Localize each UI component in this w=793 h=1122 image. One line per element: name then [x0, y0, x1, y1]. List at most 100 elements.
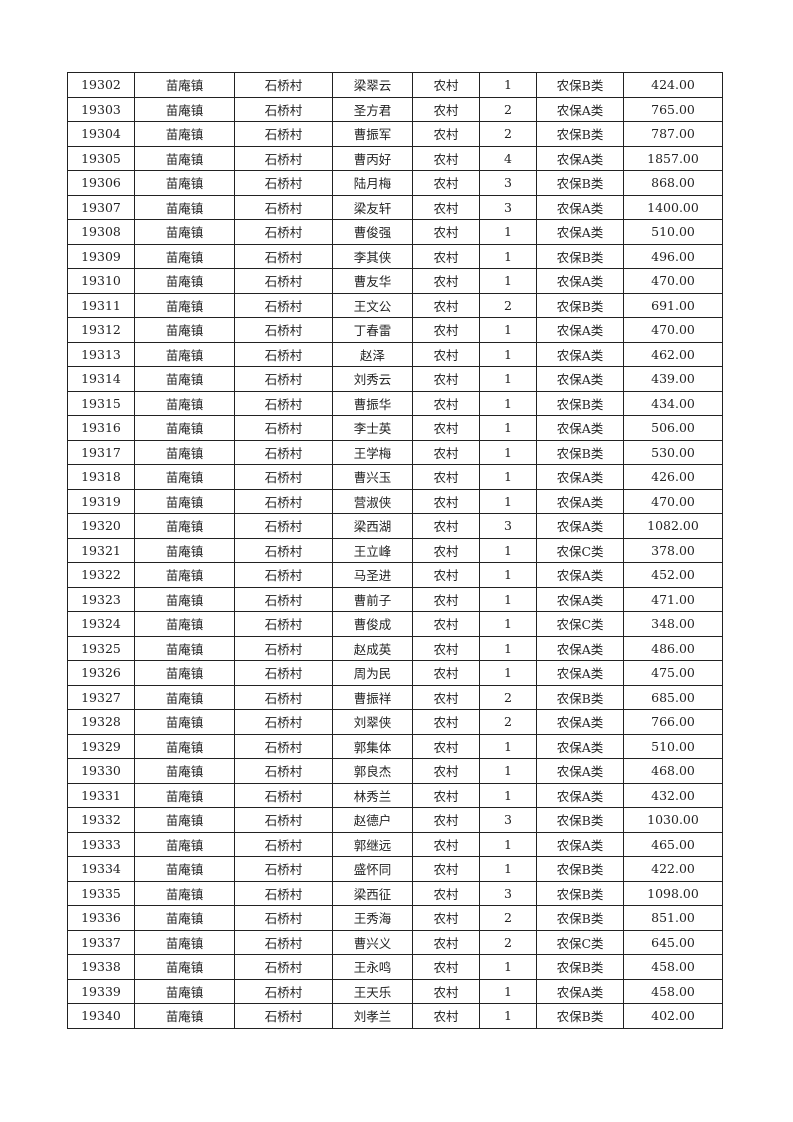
person-name-cell: 刘孝兰	[332, 1003, 413, 1029]
member-count-cell: 2	[479, 684, 537, 710]
person-name-cell: 李士英	[332, 415, 413, 441]
person-name-cell: 王学梅	[332, 439, 413, 465]
household-type-cell: 农村	[412, 660, 480, 686]
person-name-cell: 曹振华	[332, 390, 413, 416]
town-cell: 苗庵镇	[134, 929, 235, 955]
village-cell: 石桥村	[234, 684, 333, 710]
town-cell: 苗庵镇	[134, 415, 235, 441]
household-type-cell: 农村	[412, 268, 480, 294]
household-type-cell: 农村	[412, 733, 480, 759]
person-name-cell: 营淑侠	[332, 488, 413, 514]
record-id-cell: 19317	[67, 439, 135, 465]
table-row: 19315 苗庵镇 石桥村 曹振华 农村 1 农保B类 434.00	[67, 390, 723, 416]
household-type-cell: 农村	[412, 929, 480, 955]
household-type-cell: 农村	[412, 415, 480, 441]
village-cell: 石桥村	[234, 170, 333, 196]
person-name-cell: 曹前子	[332, 586, 413, 612]
member-count-cell: 1	[479, 1003, 537, 1029]
village-cell: 石桥村	[234, 929, 333, 955]
village-cell: 石桥村	[234, 121, 333, 147]
record-id-cell: 19312	[67, 317, 135, 343]
insurance-category-cell: 农保B类	[536, 954, 624, 980]
amount-cell: 424.00	[623, 72, 723, 98]
household-type-cell: 农村	[412, 562, 480, 588]
town-cell: 苗庵镇	[134, 562, 235, 588]
record-id-cell: 19309	[67, 243, 135, 269]
amount-cell: 378.00	[623, 537, 723, 563]
town-cell: 苗庵镇	[134, 660, 235, 686]
table-row: 19322 苗庵镇 石桥村 马圣进 农村 1 农保A类 452.00	[67, 562, 723, 588]
village-cell: 石桥村	[234, 562, 333, 588]
table-row: 19305 苗庵镇 石桥村 曹丙好 农村 4 农保A类 1857.00	[67, 145, 723, 171]
town-cell: 苗庵镇	[134, 611, 235, 637]
household-type-cell: 农村	[412, 243, 480, 269]
amount-cell: 787.00	[623, 121, 723, 147]
records-table: 19302 苗庵镇 石桥村 梁翠云 农村 1 农保B类 424.00 19303 苗庵镇 石桥村 圣方…	[67, 72, 723, 1029]
household-type-cell: 农村	[412, 709, 480, 735]
household-type-cell: 农村	[412, 807, 480, 833]
town-cell: 苗庵镇	[134, 439, 235, 465]
town-cell: 苗庵镇	[134, 488, 235, 514]
insurance-category-cell: 农保B类	[536, 292, 624, 318]
insurance-category-cell: 农保A类	[536, 96, 624, 122]
person-name-cell: 梁友轩	[332, 194, 413, 220]
household-type-cell: 农村	[412, 513, 480, 539]
person-name-cell: 林秀兰	[332, 782, 413, 808]
household-type-cell: 农村	[412, 366, 480, 392]
table-row: 19337 苗庵镇 石桥村 曹兴义 农村 2 农保C类 645.00	[67, 929, 723, 955]
record-id-cell: 19314	[67, 366, 135, 392]
insurance-category-cell: 农保A类	[536, 415, 624, 441]
record-id-cell: 19334	[67, 856, 135, 882]
village-cell: 石桥村	[234, 292, 333, 318]
amount-cell: 434.00	[623, 390, 723, 416]
record-id-cell: 19327	[67, 684, 135, 710]
record-id-cell: 19324	[67, 611, 135, 637]
person-name-cell: 王永鸣	[332, 954, 413, 980]
person-name-cell: 盛怀同	[332, 856, 413, 882]
insurance-category-cell: 农保B类	[536, 1003, 624, 1029]
village-cell: 石桥村	[234, 488, 333, 514]
town-cell: 苗庵镇	[134, 219, 235, 245]
town-cell: 苗庵镇	[134, 905, 235, 931]
person-name-cell: 梁翠云	[332, 72, 413, 98]
town-cell: 苗庵镇	[134, 317, 235, 343]
insurance-category-cell: 农保B类	[536, 170, 624, 196]
record-id-cell: 19330	[67, 758, 135, 784]
insurance-category-cell: 农保B类	[536, 243, 624, 269]
village-cell: 石桥村	[234, 464, 333, 490]
household-type-cell: 农村	[412, 170, 480, 196]
town-cell: 苗庵镇	[134, 464, 235, 490]
member-count-cell: 1	[479, 415, 537, 441]
household-type-cell: 农村	[412, 684, 480, 710]
person-name-cell: 赵德户	[332, 807, 413, 833]
town-cell: 苗庵镇	[134, 96, 235, 122]
insurance-category-cell: 农保A类	[536, 317, 624, 343]
member-count-cell: 1	[479, 562, 537, 588]
person-name-cell: 梁西征	[332, 880, 413, 906]
member-count-cell: 3	[479, 194, 537, 220]
member-count-cell: 3	[479, 170, 537, 196]
household-type-cell: 农村	[412, 194, 480, 220]
table-row: 19335 苗庵镇 石桥村 梁西征 农村 3 农保B类 1098.00	[67, 880, 723, 906]
member-count-cell: 1	[479, 782, 537, 808]
member-count-cell: 4	[479, 145, 537, 171]
table-row: 19318 苗庵镇 石桥村 曹兴玉 农村 1 农保A类 426.00	[67, 464, 723, 490]
village-cell: 石桥村	[234, 341, 333, 367]
insurance-category-cell: 农保A类	[536, 562, 624, 588]
amount-cell: 1857.00	[623, 145, 723, 171]
person-name-cell: 梁西湖	[332, 513, 413, 539]
member-count-cell: 1	[479, 390, 537, 416]
amount-cell: 766.00	[623, 709, 723, 735]
record-id-cell: 19302	[67, 72, 135, 98]
insurance-category-cell: 农保B类	[536, 856, 624, 882]
town-cell: 苗庵镇	[134, 366, 235, 392]
amount-cell: 470.00	[623, 488, 723, 514]
table-row: 19324 苗庵镇 石桥村 曹俊成 农村 1 农保C类 348.00	[67, 611, 723, 637]
member-count-cell: 1	[479, 758, 537, 784]
insurance-category-cell: 农保B类	[536, 684, 624, 710]
member-count-cell: 3	[479, 880, 537, 906]
table-row: 19307 苗庵镇 石桥村 梁友轩 农村 3 农保A类 1400.00	[67, 194, 723, 220]
amount-cell: 685.00	[623, 684, 723, 710]
amount-cell: 530.00	[623, 439, 723, 465]
household-type-cell: 农村	[412, 978, 480, 1004]
